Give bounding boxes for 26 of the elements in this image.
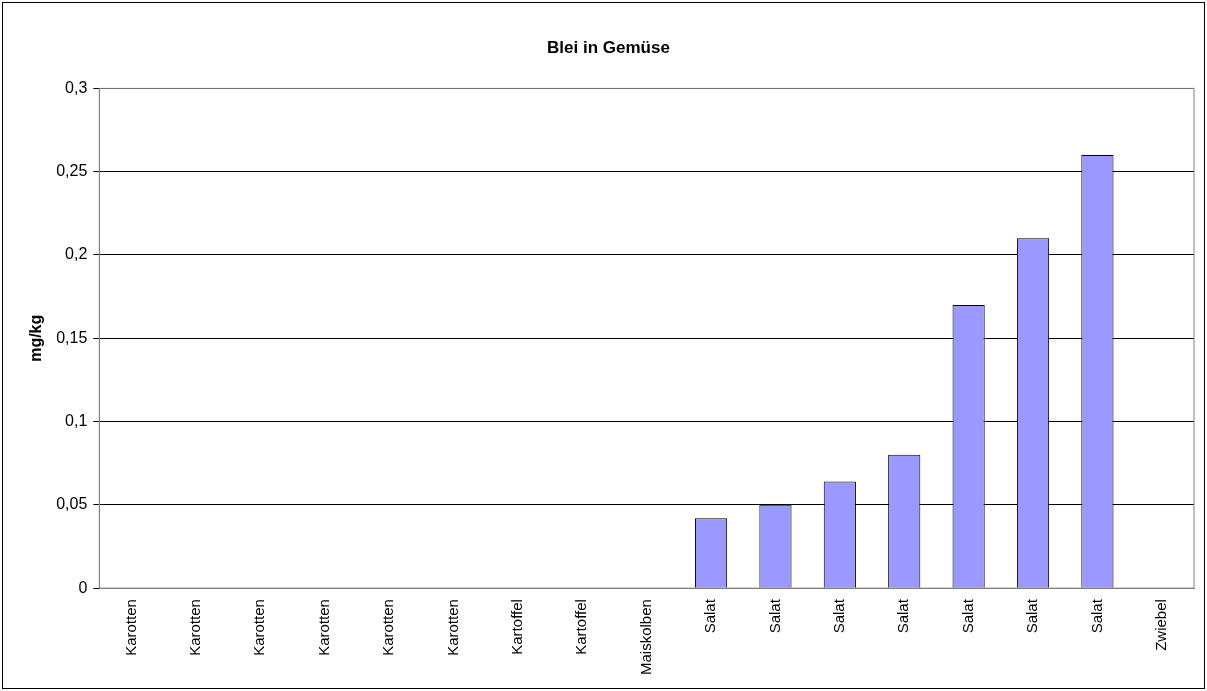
x-tick-label: Salat (701, 598, 719, 634)
y-tick-label: 0,05 (56, 495, 88, 513)
y-tick-label: 0,1 (65, 411, 88, 429)
y-axis-title: mg/kg (27, 314, 45, 362)
y-tick-label: 0,25 (56, 162, 88, 180)
x-tick-label: Salat (1023, 598, 1041, 634)
x-tick-label: Karotten (186, 599, 204, 656)
x-tick-label: Karotten (250, 599, 268, 656)
x-tick-label: Karotten (121, 599, 139, 656)
chart-title: Blei in Gemüse (547, 37, 670, 57)
x-tick-label: Maiskolben (636, 599, 654, 675)
x-tick-label: Kartoffel (508, 599, 526, 655)
y-tick-label: 0 (78, 578, 88, 596)
y-tick-label: 0,3 (65, 78, 88, 96)
x-tick-label: Salat (894, 598, 912, 634)
x-tick-label: Salat (765, 598, 783, 634)
x-tick-label: Zwiebel (1151, 599, 1169, 651)
y-tick-label: 0,2 (65, 245, 88, 263)
x-tick-label: Salat (829, 598, 847, 634)
y-tick-label: 0,15 (56, 328, 88, 346)
x-tick-label: Karotten (443, 599, 461, 656)
x-tick-label: Salat (958, 598, 976, 634)
x-tick-label: Salat (1087, 598, 1105, 634)
x-tick-label: Karotten (314, 599, 332, 656)
x-tick-label: Karotten (379, 599, 397, 656)
x-tick-label: Kartoffel (572, 599, 590, 655)
